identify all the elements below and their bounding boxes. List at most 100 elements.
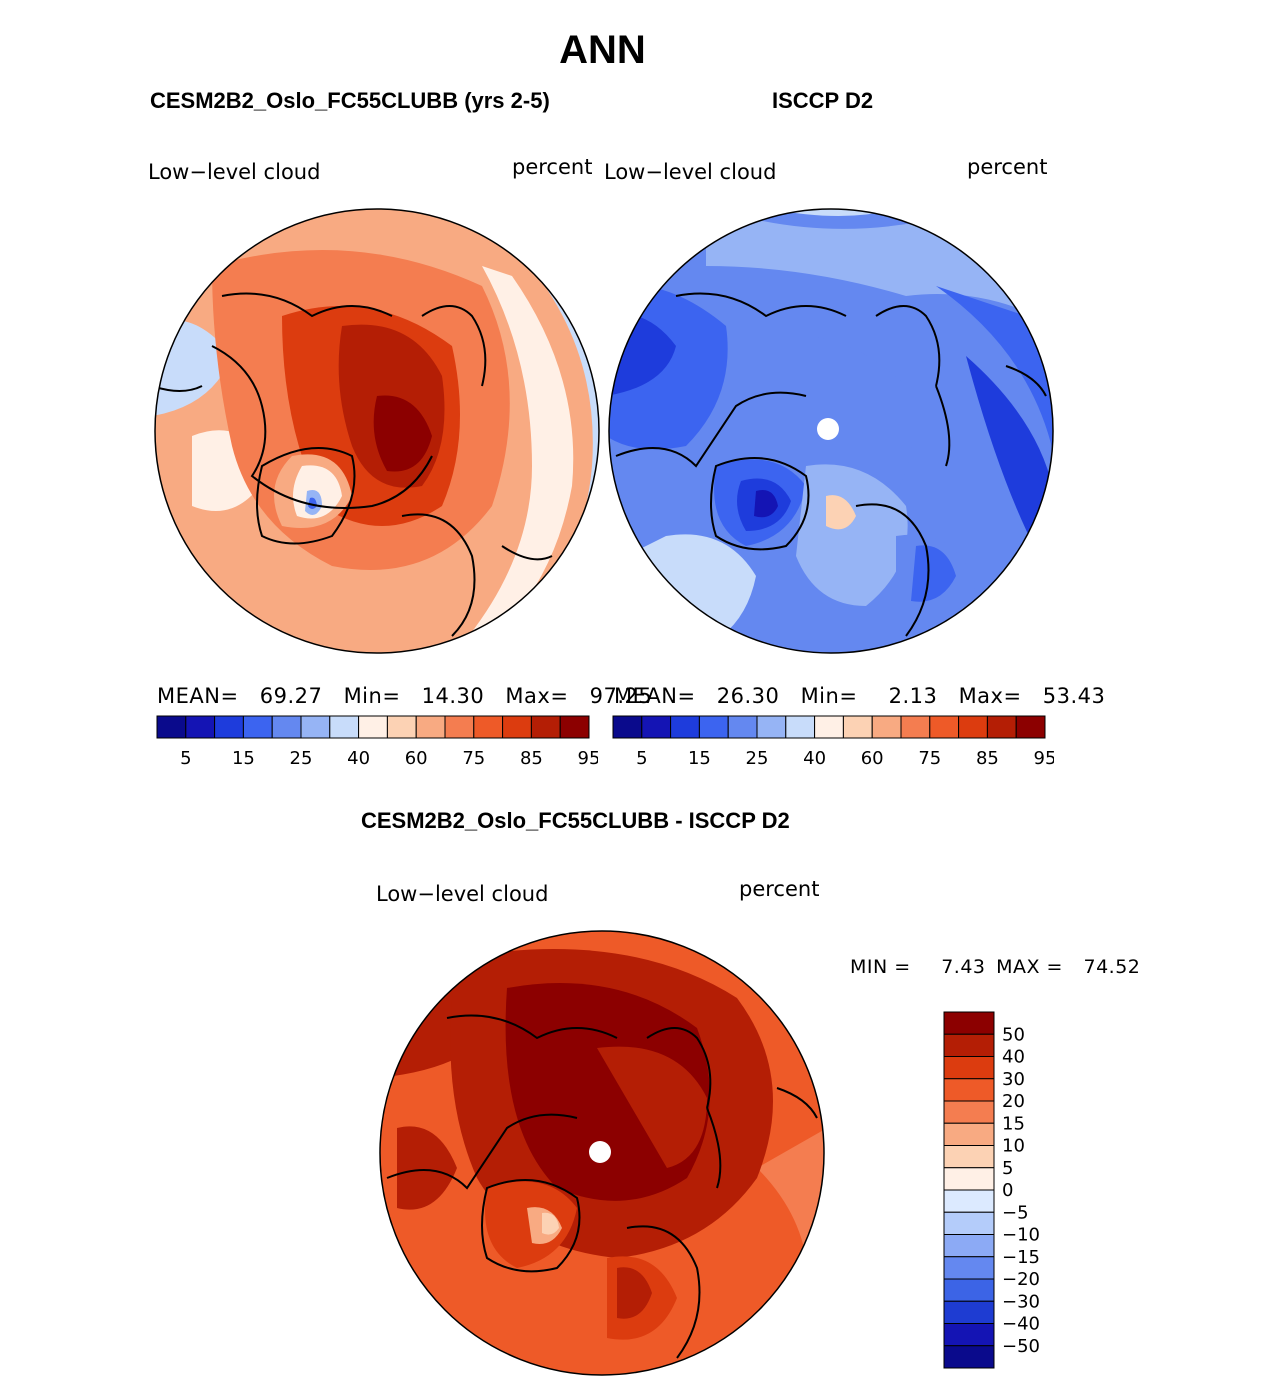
- obs-colorbar-swatch: [900, 715, 931, 739]
- diff-colorbar-swatch: [943, 1056, 995, 1080]
- diff-min-label: MIN =: [850, 956, 911, 978]
- diff-stats: MIN = 7.43 MAX = 74.52: [850, 956, 1140, 978]
- diff-colorbar-swatch: [943, 1122, 995, 1146]
- diff-colorbar-swatch: [943, 1189, 995, 1213]
- obs-units-label: percent: [967, 155, 1048, 179]
- obs-max-value: 53.43: [1042, 684, 1106, 708]
- obs-max-label: Max=: [958, 684, 1022, 708]
- diff-colorbar-swatch: [943, 1345, 995, 1369]
- diff-colorbar-swatch: [943, 1278, 995, 1302]
- diff-colorbar-swatch: [943, 1300, 995, 1324]
- figure-title: ANN: [559, 28, 646, 72]
- diff-colorbar-swatch: [943, 1256, 995, 1280]
- obs-colorbar-tick-label: 60: [861, 748, 884, 769]
- model-colorbar-tick-label: 5: [180, 748, 191, 769]
- diff-colorbar-tick-label: −30: [1002, 1291, 1040, 1312]
- model-colorbar-swatch: [242, 715, 273, 739]
- diff-colorbar-swatch: [943, 1211, 995, 1235]
- model-colorbar-tick-label: 85: [520, 748, 543, 769]
- diff-min-value: 7.43: [941, 956, 986, 978]
- diff-colorbar-tick-label: 15: [1002, 1113, 1025, 1134]
- model-colorbar-swatch: [300, 715, 331, 739]
- model-colorbar-tick-label: 40: [347, 748, 370, 769]
- diff-colorbar-tick-label: −10: [1002, 1225, 1040, 1246]
- diff-max-label: MAX =: [996, 956, 1063, 978]
- model-panel-title: CESM2B2_Oslo_FC55CLUBB (yrs 2-5): [150, 88, 550, 113]
- model-colorbar-tick-label: 75: [462, 748, 485, 769]
- obs-colorbar-swatch: [871, 715, 902, 739]
- diff-colorbar-swatch: [943, 1011, 995, 1035]
- diff-colorbar-swatch: [943, 1033, 995, 1057]
- diff-colorbar-tick-label: 40: [1002, 1047, 1025, 1068]
- obs-colorbar-tick-label: 25: [746, 748, 769, 769]
- obs-min-label: Min=: [800, 684, 858, 708]
- obs-colorbar-swatch: [785, 715, 816, 739]
- model-colorbar-tick-label: 25: [290, 748, 313, 769]
- diff-colorbar-swatch: [943, 1234, 995, 1258]
- diff-colorbar-swatch: [943, 1167, 995, 1191]
- model-colorbar-swatch: [415, 715, 446, 739]
- model-colorbar-swatch: [185, 715, 216, 739]
- obs-colorbar-tick-label: 5: [636, 748, 647, 769]
- obs-colorbar: 5 15 25 40 60 75 85 95: [612, 715, 1054, 769]
- obs-colorbar-swatch: [641, 715, 672, 739]
- model-colorbar-swatch: [214, 715, 244, 739]
- model-colorbar-swatch: [502, 715, 532, 739]
- obs-colorbar-swatch: [670, 715, 700, 739]
- obs-colorbar-swatch: [727, 715, 758, 739]
- model-colorbar-swatch: [559, 715, 590, 739]
- model-max-label: Max=: [505, 684, 569, 708]
- model-polar-map: [154, 208, 600, 654]
- diff-colorbar-tick-label: −20: [1002, 1269, 1040, 1290]
- obs-colorbar-tick-label: 15: [688, 748, 711, 769]
- obs-mean-label: MEAN=: [614, 684, 696, 708]
- obs-colorbar-swatch: [698, 715, 729, 739]
- diff-colorbar-tick-label: 30: [1002, 1069, 1025, 1090]
- diff-colorbar-tick-label: 20: [1002, 1091, 1025, 1112]
- diff-max-value: 74.52: [1083, 956, 1141, 978]
- diff-colorbar-swatch: [943, 1145, 995, 1169]
- model-stats: MEAN= 69.27 Min= 14.30 Max= 97.25: [157, 684, 652, 708]
- diff-colorbar-swatch: [943, 1078, 995, 1102]
- model-mean-value: 69.27: [259, 684, 323, 708]
- diff-units-label: percent: [739, 877, 820, 901]
- obs-colorbar-swatch: [612, 715, 643, 739]
- diff-colorbar-swatch: [943, 1100, 995, 1124]
- diff-colorbar-tick-label: −15: [1002, 1247, 1040, 1268]
- obs-variable-label: Low−level cloud: [604, 160, 777, 184]
- obs-mean-value: 26.30: [716, 684, 780, 708]
- obs-polar-map: [608, 208, 1054, 654]
- model-colorbar-tick-label: 60: [405, 748, 428, 769]
- model-colorbar-swatch: [271, 715, 302, 739]
- obs-colorbar-tick-label: 95: [1034, 748, 1054, 769]
- obs-colorbar-swatch: [986, 715, 1017, 739]
- model-colorbar-tick-label: 15: [232, 748, 255, 769]
- obs-min-value: 2.13: [888, 684, 938, 708]
- model-colorbar-tick-label: 95: [578, 748, 598, 769]
- diff-variable-label: Low−level cloud: [376, 882, 549, 906]
- obs-colorbar-swatch: [929, 715, 960, 739]
- diff-colorbar-tick-label: −5: [1002, 1202, 1029, 1223]
- model-colorbar-swatch: [473, 715, 504, 739]
- diff-polar-map: [379, 930, 825, 1376]
- model-mean-label: MEAN=: [157, 684, 239, 708]
- obs-colorbar-tick-label: 85: [976, 748, 999, 769]
- diff-colorbar-tick-label: −40: [1002, 1314, 1040, 1335]
- obs-colorbar-swatch: [756, 715, 787, 739]
- diff-colorbar-tick-label: 50: [1002, 1024, 1025, 1045]
- model-min-label: Min=: [343, 684, 401, 708]
- model-colorbar-swatch: [386, 715, 417, 739]
- model-max-value: 97.25: [589, 684, 653, 708]
- obs-panel-title: ISCCP D2: [772, 88, 874, 113]
- obs-colorbar-swatch: [842, 715, 873, 739]
- obs-stats: MEAN= 26.30 Min= 2.13 Max= 53.43: [614, 684, 1105, 708]
- obs-colorbar-tick-label: 75: [918, 748, 941, 769]
- diff-colorbar-tick-label: 10: [1002, 1136, 1025, 1157]
- model-colorbar-swatch: [530, 715, 561, 739]
- model-units-label: percent: [512, 155, 593, 179]
- diff-panel-title: CESM2B2_Oslo_FC55CLUBB - ISCCP D2: [361, 808, 790, 833]
- obs-colorbar-swatch: [814, 715, 844, 739]
- diff-colorbar-tick-label: 0: [1002, 1180, 1013, 1201]
- obs-colorbar-swatch: [1015, 715, 1046, 739]
